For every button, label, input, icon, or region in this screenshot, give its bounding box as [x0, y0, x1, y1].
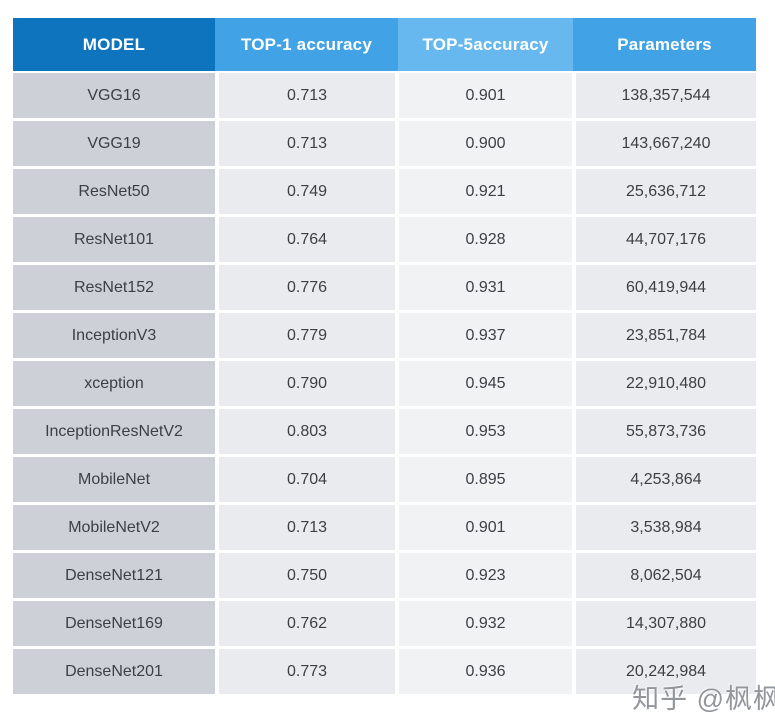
- cell-model: ResNet101: [13, 217, 215, 262]
- cell-top1-accuracy: 0.704: [219, 457, 395, 502]
- cell-parameters: 138,357,544: [576, 73, 756, 118]
- cell-model: ResNet152: [13, 265, 215, 310]
- cell-top1-accuracy: 0.779: [219, 313, 395, 358]
- cell-parameters: 44,707,176: [576, 217, 756, 262]
- model-comparison-table: MODEL TOP-1 accuracy TOP-5accuracy Param…: [13, 18, 756, 694]
- cell-model: VGG19: [13, 121, 215, 166]
- cell-parameters: 20,242,984: [576, 649, 756, 694]
- cell-parameters: 143,667,240: [576, 121, 756, 166]
- cell-top5-accuracy: 0.895: [399, 457, 572, 502]
- cell-top1-accuracy: 0.803: [219, 409, 395, 454]
- cell-top5-accuracy: 0.937: [399, 313, 572, 358]
- cell-parameters: 23,851,784: [576, 313, 756, 358]
- cell-top1-accuracy: 0.776: [219, 265, 395, 310]
- cell-top5-accuracy: 0.932: [399, 601, 572, 646]
- cell-parameters: 25,636,712: [576, 169, 756, 214]
- cell-parameters: 22,910,480: [576, 361, 756, 406]
- cell-top5-accuracy: 0.953: [399, 409, 572, 454]
- cell-model: InceptionResNetV2: [13, 409, 215, 454]
- cell-model: VGG16: [13, 73, 215, 118]
- column-header-parameters: Parameters: [573, 18, 756, 71]
- cell-model: MobileNetV2: [13, 505, 215, 550]
- cell-top5-accuracy: 0.931: [399, 265, 572, 310]
- cell-parameters: 55,873,736: [576, 409, 756, 454]
- cell-parameters: 8,062,504: [576, 553, 756, 598]
- cell-top5-accuracy: 0.901: [399, 73, 572, 118]
- cell-top5-accuracy: 0.945: [399, 361, 572, 406]
- cell-model: DenseNet201: [13, 649, 215, 694]
- cell-parameters: 4,253,864: [576, 457, 756, 502]
- table-header-row: MODEL TOP-1 accuracy TOP-5accuracy Param…: [13, 18, 756, 71]
- cell-top1-accuracy: 0.713: [219, 73, 395, 118]
- column-header-model: MODEL: [13, 18, 215, 71]
- column-header-top1-accuracy: TOP-1 accuracy: [215, 18, 398, 71]
- cell-top1-accuracy: 0.750: [219, 553, 395, 598]
- table-body: VGG16 0.713 0.901 138,357,544 VGG19 0.713 0.90…: [13, 73, 756, 694]
- cell-top1-accuracy: 0.713: [219, 505, 395, 550]
- cell-parameters: 60,419,944: [576, 265, 756, 310]
- cell-parameters: 14,307,880: [576, 601, 756, 646]
- cell-model: DenseNet121: [13, 553, 215, 598]
- cell-model: MobileNet: [13, 457, 215, 502]
- cell-top1-accuracy: 0.762: [219, 601, 395, 646]
- cell-model: DenseNet169: [13, 601, 215, 646]
- cell-top5-accuracy: 0.901: [399, 505, 572, 550]
- cell-model: InceptionV3: [13, 313, 215, 358]
- cell-top5-accuracy: 0.900: [399, 121, 572, 166]
- cell-top1-accuracy: 0.713: [219, 121, 395, 166]
- cell-top1-accuracy: 0.749: [219, 169, 395, 214]
- cell-top5-accuracy: 0.936: [399, 649, 572, 694]
- cell-model: xception: [13, 361, 215, 406]
- cell-top5-accuracy: 0.921: [399, 169, 572, 214]
- cell-top1-accuracy: 0.773: [219, 649, 395, 694]
- column-header-top5-accuracy: TOP-5accuracy: [398, 18, 573, 71]
- cell-model: ResNet50: [13, 169, 215, 214]
- cell-top1-accuracy: 0.790: [219, 361, 395, 406]
- cell-top5-accuracy: 0.928: [399, 217, 572, 262]
- cell-top5-accuracy: 0.923: [399, 553, 572, 598]
- cell-top1-accuracy: 0.764: [219, 217, 395, 262]
- cell-parameters: 3,538,984: [576, 505, 756, 550]
